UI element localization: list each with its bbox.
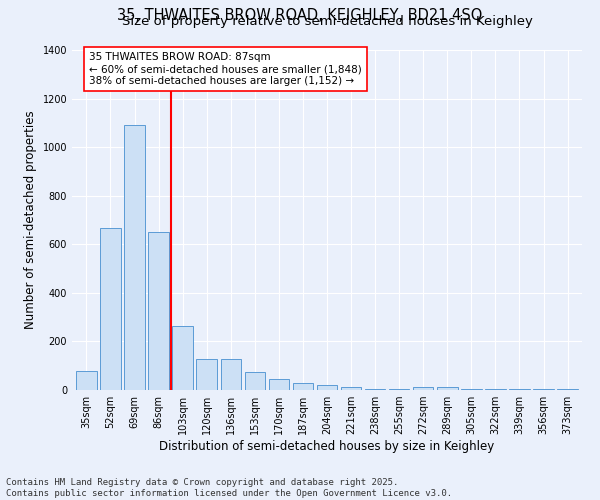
Bar [196,359,217,390]
Bar [365,389,385,390]
Bar [317,385,337,390]
Bar [172,326,193,390]
Bar [245,372,265,390]
Bar [461,389,482,390]
Bar [557,389,578,390]
Bar [413,387,433,390]
Bar [485,389,506,390]
Bar [148,232,169,390]
Bar [341,386,361,390]
Bar [76,370,97,390]
Y-axis label: Number of semi-detached properties: Number of semi-detached properties [24,110,37,330]
Text: 35, THWAITES BROW ROAD, KEIGHLEY, BD21 4SQ: 35, THWAITES BROW ROAD, KEIGHLEY, BD21 4… [118,8,482,22]
Bar [389,389,409,390]
Bar [509,389,530,390]
Bar [124,125,145,390]
Bar [221,359,241,390]
Text: 35 THWAITES BROW ROAD: 87sqm
← 60% of semi-detached houses are smaller (1,848)
3: 35 THWAITES BROW ROAD: 87sqm ← 60% of se… [89,52,362,86]
Bar [100,228,121,390]
Bar [269,379,289,390]
Bar [293,382,313,390]
Bar [437,387,458,390]
Bar [533,389,554,390]
Title: Size of property relative to semi-detached houses in Keighley: Size of property relative to semi-detach… [122,15,532,28]
X-axis label: Distribution of semi-detached houses by size in Keighley: Distribution of semi-detached houses by … [160,440,494,453]
Text: Contains HM Land Registry data © Crown copyright and database right 2025.
Contai: Contains HM Land Registry data © Crown c… [6,478,452,498]
